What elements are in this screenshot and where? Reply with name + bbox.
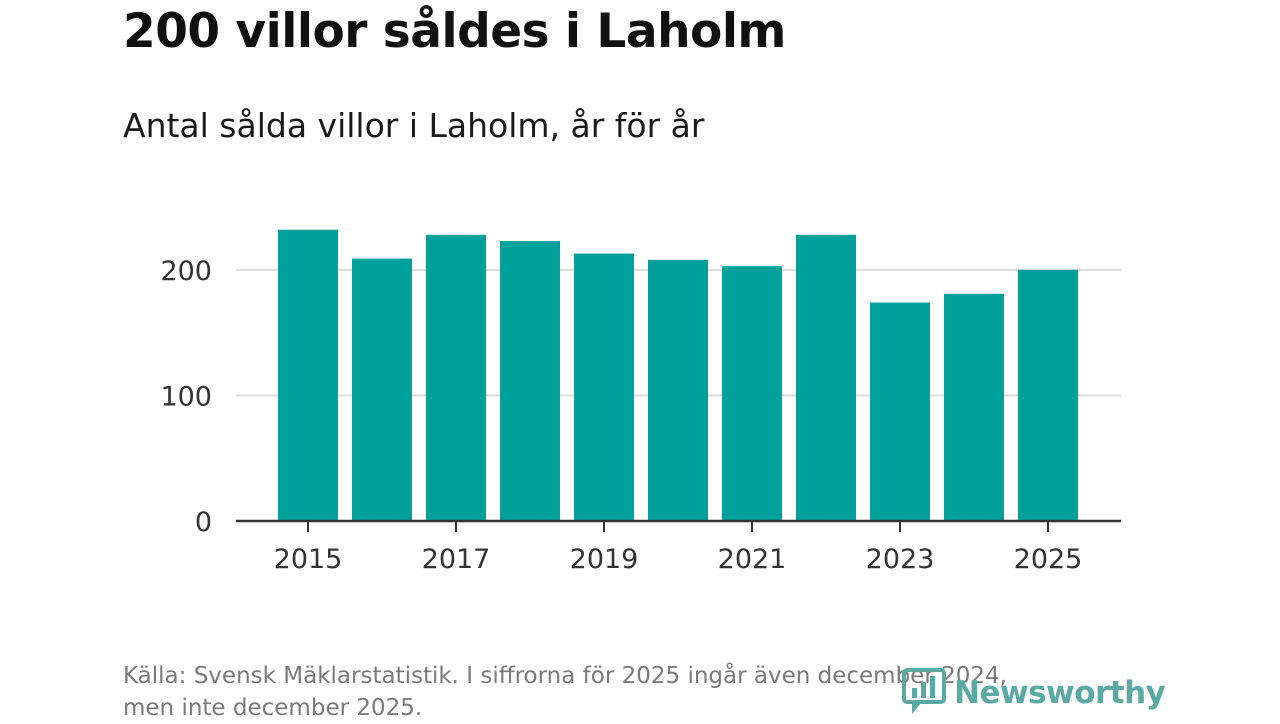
bar-2016 — [352, 258, 412, 521]
bar-2017 — [426, 234, 486, 521]
y-tick-labels: 0 100 200 — [160, 256, 212, 538]
bar-2020 — [648, 259, 708, 521]
bar-2015 — [278, 229, 338, 521]
brand-name: Newsworthy — [954, 675, 1166, 711]
bar-2019 — [574, 253, 634, 522]
bars — [278, 229, 1078, 522]
bar-2021 — [722, 266, 782, 521]
newsworthy-logo[interactable]: Newsworthy — [902, 668, 1166, 718]
bar-chart: 0 100 200 2015 2017 2019 2021 2023 2025 — [160, 229, 1121, 575]
x-tick-label-2015: 2015 — [274, 544, 343, 575]
x-tick-label-2019: 2019 — [570, 544, 639, 575]
chart-title: 200 villor såldes i Laholm — [123, 4, 786, 59]
bar-2023 — [870, 302, 930, 521]
y-tick-label-0: 0 — [195, 507, 212, 538]
source-line-1: Källa: Svensk Mäklarstatistik. I siffror… — [123, 663, 1007, 689]
y-tick-label-200: 200 — [160, 256, 212, 287]
x-tick-label-2025: 2025 — [1014, 544, 1083, 575]
bar-2025 — [1018, 269, 1078, 521]
x-ticks: 2015 2017 2019 2021 2023 2025 — [274, 521, 1083, 575]
bar-2022 — [796, 234, 856, 521]
x-tick-label-2021: 2021 — [718, 544, 787, 575]
source-note: Källa: Svensk Mäklarstatistik. I siffror… — [123, 660, 1103, 724]
bar-2018 — [500, 241, 560, 521]
bar-2024 — [944, 293, 1004, 521]
y-tick-label-100: 100 — [160, 381, 212, 412]
source-line-2: men inte december 2025. — [123, 695, 423, 721]
chart-subtitle: Antal sålda villor i Laholm, år för år — [123, 106, 705, 145]
x-tick-label-2017: 2017 — [422, 544, 491, 575]
x-tick-label-2023: 2023 — [866, 544, 935, 575]
newsworthy-logo-icon — [902, 668, 946, 714]
